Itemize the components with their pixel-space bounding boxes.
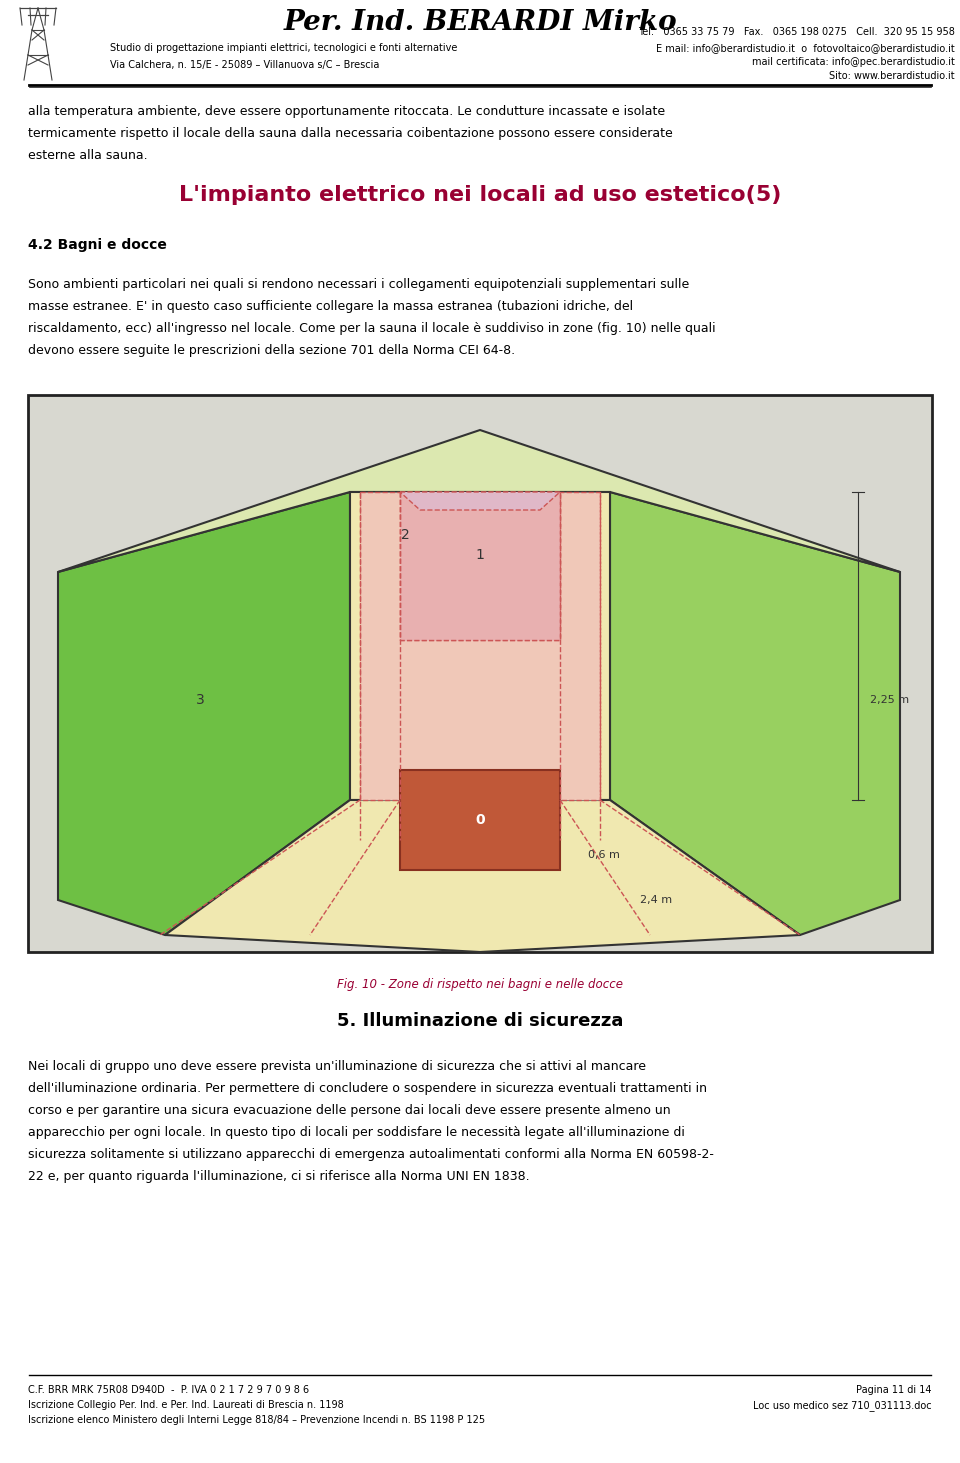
Text: 4.2 Bagni e docce: 4.2 Bagni e docce: [28, 238, 167, 252]
Text: Pagina 11 di 14: Pagina 11 di 14: [856, 1385, 932, 1396]
Polygon shape: [360, 492, 600, 800]
Text: Nei locali di gruppo uno deve essere prevista un'illuminazione di sicurezza che : Nei locali di gruppo uno deve essere pre…: [28, 1061, 646, 1072]
Polygon shape: [58, 430, 900, 572]
Text: termicamente rispetto il locale della sauna dalla necessaria coibentazione posso: termicamente rispetto il locale della sa…: [28, 127, 673, 140]
Polygon shape: [400, 770, 560, 870]
Text: Fig. 10 - Zone di rispetto nei bagni e nelle docce: Fig. 10 - Zone di rispetto nei bagni e n…: [337, 977, 623, 990]
Text: mail certificata: info@pec.berardistudio.it: mail certificata: info@pec.berardistudio…: [752, 57, 955, 67]
Text: Tel.   0365 33 75 79   Fax.   0365 198 0275   Cell.  320 95 15 958: Tel. 0365 33 75 79 Fax. 0365 198 0275 Ce…: [638, 26, 955, 37]
Text: Studio di progettazione impianti elettrici, tecnologici e fonti alternative: Studio di progettazione impianti elettri…: [110, 42, 457, 53]
Text: 2,25 m: 2,25 m: [870, 695, 909, 705]
Text: devono essere seguite le prescrizioni della sezione 701 della Norma CEI 64-8.: devono essere seguite le prescrizioni de…: [28, 344, 516, 357]
Text: Sono ambienti particolari nei quali si rendono necessari i collegamenti equipote: Sono ambienti particolari nei quali si r…: [28, 278, 689, 291]
Polygon shape: [400, 492, 560, 639]
Text: 2,4 m: 2,4 m: [640, 895, 672, 906]
Text: alla temperatura ambiente, deve essere opportunamente ritoccata. Le condutture i: alla temperatura ambiente, deve essere o…: [28, 105, 665, 119]
Text: 3: 3: [196, 693, 204, 707]
Text: Loc uso medico sez 710_031113.doc: Loc uso medico sez 710_031113.doc: [754, 1400, 932, 1410]
Text: Via Calchera, n. 15/E - 25089 – Villanuova s/C – Brescia: Via Calchera, n. 15/E - 25089 – Villanuo…: [110, 60, 379, 70]
Polygon shape: [58, 492, 350, 935]
Text: sicurezza solitamente si utilizzano apparecchi di emergenza autoalimentati confo: sicurezza solitamente si utilizzano appa…: [28, 1148, 714, 1162]
Text: L'impianto elettrico nei locali ad uso estetico(5): L'impianto elettrico nei locali ad uso e…: [179, 184, 781, 205]
Polygon shape: [165, 800, 800, 952]
Text: apparecchio per ogni locale. In questo tipo di locali per soddisfare le necessit: apparecchio per ogni locale. In questo t…: [28, 1127, 684, 1140]
Text: Iscrizione Collegio Per. Ind. e Per. Ind. Laureati di Brescia n. 1198: Iscrizione Collegio Per. Ind. e Per. Ind…: [28, 1400, 344, 1410]
Polygon shape: [610, 492, 900, 935]
Polygon shape: [350, 492, 610, 800]
Text: esterne alla sauna.: esterne alla sauna.: [28, 149, 148, 162]
Text: Sito: www.berardistudio.it: Sito: www.berardistudio.it: [829, 72, 955, 80]
Text: 5. Illuminazione di sicurezza: 5. Illuminazione di sicurezza: [337, 1012, 623, 1030]
Text: 0: 0: [475, 813, 485, 827]
Text: 22 e, per quanto riguarda l'illuminazione, ci si riferisce alla Norma UNI EN 183: 22 e, per quanto riguarda l'illuminazion…: [28, 1170, 530, 1184]
Text: riscaldamento, ecc) all'ingresso nel locale. Come per la sauna il locale è suddi: riscaldamento, ecc) all'ingresso nel loc…: [28, 322, 715, 335]
Text: 2: 2: [400, 528, 409, 541]
Polygon shape: [400, 492, 560, 639]
Text: masse estranee. E' in questo caso sufficiente collegare la massa estranea (tubaz: masse estranee. E' in questo caso suffic…: [28, 300, 634, 313]
Text: Per. Ind. BERARDI Mirko: Per. Ind. BERARDI Mirko: [283, 9, 677, 35]
Text: 1: 1: [475, 549, 485, 562]
Polygon shape: [400, 492, 560, 511]
Polygon shape: [28, 395, 932, 952]
Text: corso e per garantire una sicura evacuazione delle persone dai locali deve esser: corso e per garantire una sicura evacuaz…: [28, 1105, 671, 1116]
Text: E mail: info@berardistudio.it  o  fotovoltaico@berardistudio.it: E mail: info@berardistudio.it o fotovolt…: [657, 42, 955, 53]
Text: C.F. BRR MRK 75R08 D940D  -  P. IVA 0 2 1 7 2 9 7 0 9 8 6: C.F. BRR MRK 75R08 D940D - P. IVA 0 2 1 …: [28, 1385, 309, 1396]
Text: Iscrizione elenco Ministero degli Interni Legge 818/84 – Prevenzione Incendi n. : Iscrizione elenco Ministero degli Intern…: [28, 1415, 485, 1425]
Text: 0,6 m: 0,6 m: [588, 850, 620, 860]
Text: dell'illuminazione ordinaria. Per permettere di concludere o sospendere in sicur: dell'illuminazione ordinaria. Per permet…: [28, 1083, 707, 1094]
